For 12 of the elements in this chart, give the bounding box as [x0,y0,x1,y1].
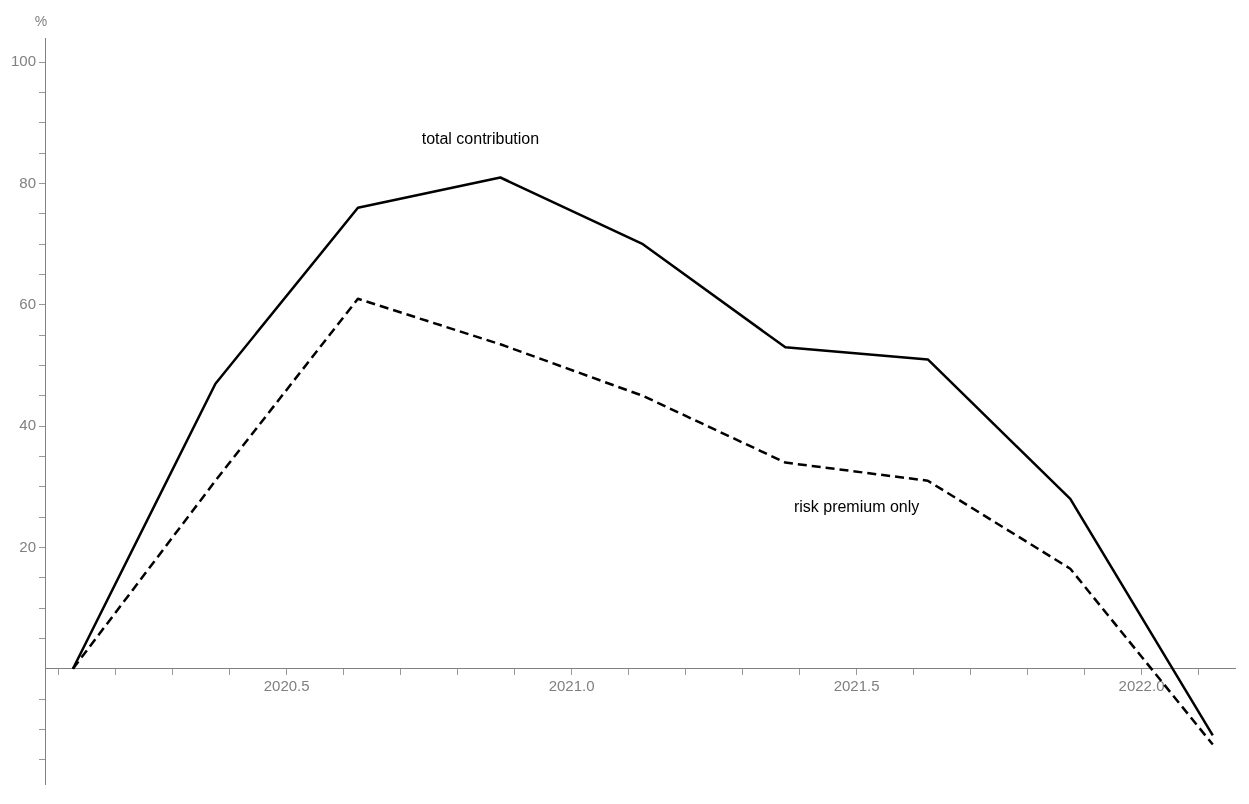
y-tick-label: 40 [19,416,37,434]
y-tick-label: 100 [11,52,37,70]
series-label: risk premium only [793,498,920,516]
x-tick-label: 2022.0 [1118,676,1165,694]
y-tick-label: 60 [19,295,37,312]
text: total contribution [421,129,540,147]
x-tick-label: 2021.5 [833,676,880,694]
y-tick-label: 80 [19,173,37,191]
y-axis-title: % [34,12,48,29]
y-tick-label: 20 [19,537,37,555]
x-tick-label: 2021.0 [548,676,595,694]
x-tick-label: 2020.5 [263,676,310,694]
